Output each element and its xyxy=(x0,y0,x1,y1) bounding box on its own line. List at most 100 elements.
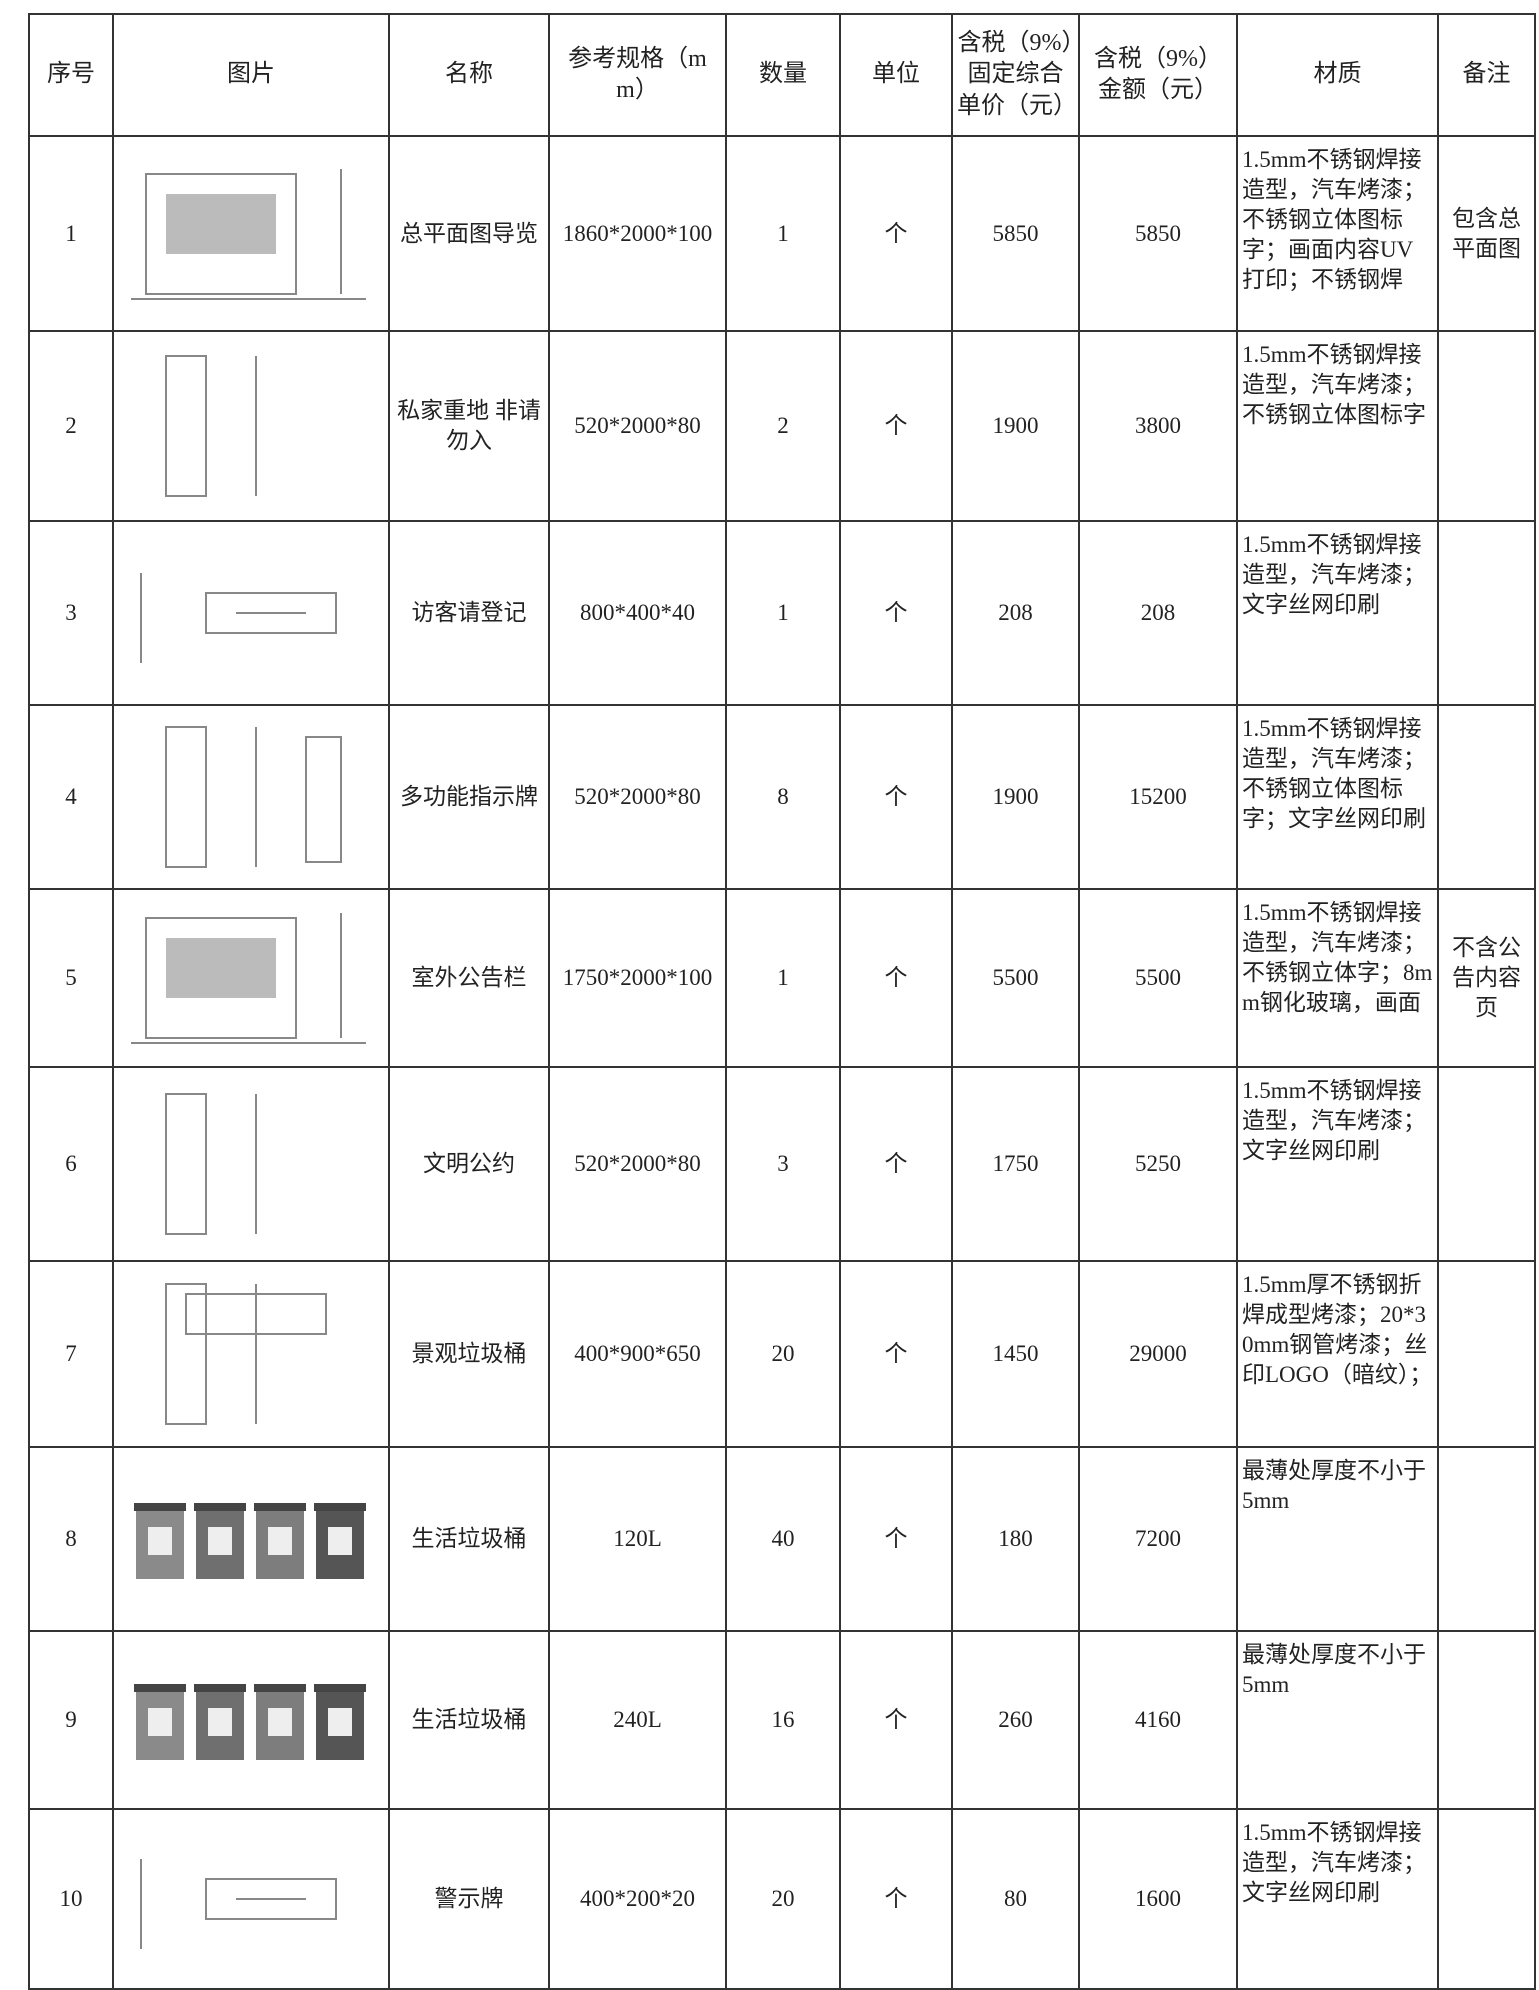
qty-cell: 1 xyxy=(725,888,841,1068)
remark-cell xyxy=(1437,1630,1536,1810)
material-cell: 最薄处厚度不小于5mm xyxy=(1236,1630,1439,1810)
header-cell: 名称 xyxy=(388,13,550,137)
price: 5850 xyxy=(992,220,1039,246)
price: 260 xyxy=(998,1707,1033,1733)
product-sketch xyxy=(165,726,342,868)
amount: 5500 xyxy=(1135,965,1181,991)
no: 6 xyxy=(65,1151,77,1177)
material-cell: 1.5mm不锈钢焊接造型，汽车烤漆；不锈钢立体字；8mm钢化玻璃，画面 xyxy=(1236,888,1439,1068)
qty-cell: 8 xyxy=(725,704,841,890)
amount-cell: 1600 xyxy=(1078,1808,1238,1990)
spec: 240L xyxy=(613,1707,662,1733)
name-cell: 生活垃圾桶 xyxy=(388,1446,550,1632)
remark-cell xyxy=(1437,1066,1536,1262)
amount-cell: 208 xyxy=(1078,520,1238,706)
spec-cell: 800*400*40 xyxy=(548,520,727,706)
spec: 520*2000*80 xyxy=(574,784,701,810)
spec: 520*2000*80 xyxy=(574,413,701,439)
name: 景观垃圾桶 xyxy=(411,1341,527,1367)
no-cell: 7 xyxy=(28,1260,114,1448)
spec: 1860*2000*100 xyxy=(562,220,713,246)
qty-cell: 16 xyxy=(725,1630,841,1810)
product-sketch xyxy=(140,1859,337,1949)
qty: 1 xyxy=(777,600,789,626)
header-row: 序号 图片 名称 参考规格（mm） 数量 单位 含税（9%）固定综合单价（元） 含税（9%）金… xyxy=(28,13,1536,137)
picture-cell xyxy=(112,1260,390,1448)
qty-cell: 1 xyxy=(725,520,841,706)
picture-cell xyxy=(112,520,390,706)
spec: 400*200*20 xyxy=(580,1886,695,1912)
material: 1.5mm厚不锈钢折焊成型烤漆；20*30mm钢管烤漆；丝印LOGO（暗纹）； xyxy=(1242,1272,1433,1387)
no-cell: 1 xyxy=(28,135,114,332)
amount: 208 xyxy=(1140,600,1176,626)
spec: 520*2000*80 xyxy=(574,1151,701,1177)
table-row: 7 景观垃圾桶 400*900*650 20 个 1450 29000 1.5mm厚不锈钢折焊… xyxy=(28,1260,1536,1448)
material-cell: 1.5mm不锈钢焊接造型，汽车烤漆；不锈钢立体图标字 xyxy=(1236,330,1439,522)
amount-cell: 4160 xyxy=(1078,1630,1238,1810)
table-row: 6 文明公约 520*2000*80 3 个 1750 5250 1.5mm不锈钢焊接造型，汽… xyxy=(28,1066,1536,1262)
name-cell: 室外公告栏 xyxy=(388,888,550,1068)
unit: 个 xyxy=(884,1886,908,1912)
spec: 1750*2000*100 xyxy=(562,965,713,991)
quote-table: 序号 图片 名称 参考规格（mm） 数量 单位 含税（9%）固定综合单价（元） 含税（9%）金… xyxy=(28,13,1536,1990)
amount: 4160 xyxy=(1135,1707,1181,1733)
price: 180 xyxy=(998,1526,1033,1552)
remark-cell xyxy=(1437,1446,1536,1632)
price-cell: 5850 xyxy=(951,135,1080,332)
header-cell: 参考规格（mm） xyxy=(548,13,727,137)
product-sketch xyxy=(134,1684,366,1760)
name-cell: 总平面图导览 xyxy=(388,135,550,332)
no-cell: 3 xyxy=(28,520,114,706)
no: 1 xyxy=(65,220,77,246)
no-cell: 5 xyxy=(28,888,114,1068)
picture-cell xyxy=(112,135,390,332)
name: 总平面图导览 xyxy=(400,220,538,246)
table-row: 4 多功能指示牌 520*2000*80 8 个 1900 15200 1.5mm不锈钢焊接造… xyxy=(28,704,1536,890)
remark-cell xyxy=(1437,1260,1536,1448)
price-cell: 1750 xyxy=(951,1066,1080,1262)
no-cell: 10 xyxy=(28,1808,114,1990)
amount: 7200 xyxy=(1135,1526,1181,1552)
table-row: 8 生活垃圾桶 120L 40 个 180 7200 最薄处厚度不小于5mm xyxy=(28,1446,1536,1632)
qty: 3 xyxy=(777,1151,789,1177)
picture-cell xyxy=(112,1066,390,1262)
price-cell: 1900 xyxy=(951,330,1080,522)
amount-cell: 3800 xyxy=(1078,330,1238,522)
unit: 个 xyxy=(884,965,908,991)
name-cell: 景观垃圾桶 xyxy=(388,1260,550,1448)
price: 80 xyxy=(1004,1886,1027,1912)
product-sketch xyxy=(140,573,337,663)
qty-cell: 2 xyxy=(725,330,841,522)
remark: 不含公告内容页 xyxy=(1452,935,1521,1020)
spec-cell: 520*2000*80 xyxy=(548,704,727,890)
qty-cell: 1 xyxy=(725,135,841,332)
picture-cell xyxy=(112,704,390,890)
name: 文明公约 xyxy=(423,1151,515,1177)
price-cell: 1450 xyxy=(951,1260,1080,1448)
remark: 包含总平面图 xyxy=(1452,205,1521,261)
unit: 个 xyxy=(884,1526,908,1552)
no: 8 xyxy=(65,1526,77,1552)
product-sketch xyxy=(165,1093,257,1235)
no: 7 xyxy=(65,1341,77,1367)
unit-cell: 个 xyxy=(839,520,953,706)
no: 4 xyxy=(65,784,77,810)
header-cell: 序号 xyxy=(28,13,114,137)
product-sketch xyxy=(165,1283,327,1425)
amount: 29000 xyxy=(1129,1341,1187,1367)
name-cell: 多功能指示牌 xyxy=(388,704,550,890)
amount-cell: 5500 xyxy=(1078,888,1238,1068)
qty: 1 xyxy=(777,965,789,991)
header-cell: 单位 xyxy=(839,13,953,137)
amount: 5250 xyxy=(1135,1151,1181,1177)
qty: 1 xyxy=(777,220,789,246)
unit: 个 xyxy=(884,600,908,626)
price: 5500 xyxy=(992,965,1039,991)
picture-cell xyxy=(112,1630,390,1810)
qty: 2 xyxy=(777,413,789,439)
name: 生活垃圾桶 xyxy=(411,1526,527,1552)
table-row: 10 警示牌 400*200*20 20 个 80 1600 1.5mm不锈钢焊接造型，汽车烤… xyxy=(28,1808,1536,1990)
material: 1.5mm不锈钢焊接造型，汽车烤漆；不锈钢立体图标字 xyxy=(1242,342,1426,427)
name-cell: 生活垃圾桶 xyxy=(388,1630,550,1810)
material: 最薄处厚度不小于5mm xyxy=(1242,1458,1426,1513)
